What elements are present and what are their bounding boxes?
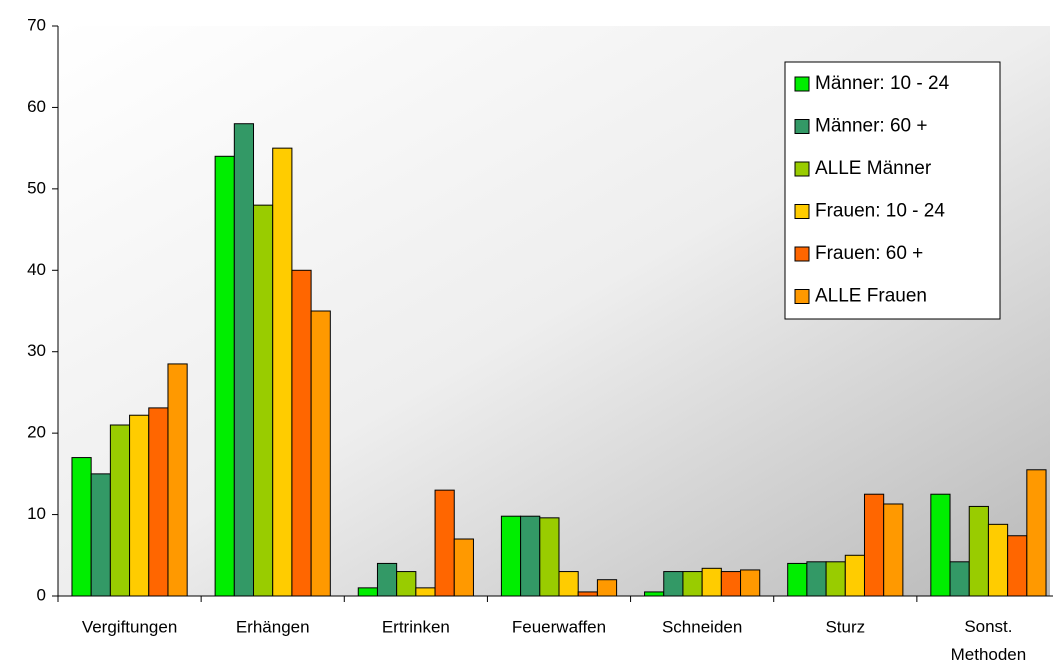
y-tick-label: 30 [27,341,46,360]
bar [883,503,904,597]
bar [357,587,378,597]
legend-swatch [794,289,810,304]
bar [930,493,951,597]
bar [214,155,235,597]
bar [787,562,808,597]
bar [740,569,761,597]
legend-box [784,61,1001,320]
legend-swatch [794,76,810,92]
bar [863,493,885,597]
x-tick-label: Sonst. Methoden [951,617,1027,664]
x-tick-label: Feuerwaffen [512,617,606,636]
bar [376,562,398,597]
bar [253,204,274,597]
legend-label: Frauen: 10 - 24 [815,201,945,222]
legend-label: ALLE Männer [815,158,932,179]
bar [720,571,742,597]
legend-label: ALLE Frauen [815,286,927,307]
bar [949,561,970,597]
x-tick-label: Vergiftungen [82,617,177,636]
legend-swatch [794,119,810,134]
y-tick-label: 20 [27,423,46,442]
bar [396,571,417,597]
bar [109,424,131,597]
bar [129,414,150,597]
x-tick-label: Ertrinken [382,617,450,636]
bar [596,579,618,597]
legend-swatch [794,246,810,262]
bar [233,123,255,597]
bar [539,517,560,597]
bar [577,591,598,597]
bar [272,147,293,597]
bar [1026,469,1047,597]
y-tick-label: 50 [27,178,46,197]
bar [968,505,989,597]
bar [520,515,541,597]
bar [825,561,846,597]
bar [806,561,827,597]
bar [1007,535,1028,597]
bar [453,538,474,597]
bar [500,515,522,597]
bar [663,571,684,597]
x-tick-label: Schneiden [662,617,742,636]
x-tick-label: Sturz [825,617,865,636]
bar [71,457,92,597]
legend-swatch [794,161,810,177]
bar [415,587,436,597]
bar [291,269,312,597]
y-tick-label: 60 [27,97,46,116]
legend-label: Männer: 10 - 24 [815,73,950,94]
y-tick-label: 10 [27,504,46,523]
x-tick-label: Erhängen [236,617,310,636]
y-tick-label: 0 [37,585,46,604]
bar [310,310,331,597]
bar [167,363,188,597]
legend-label: Frauen: 60 + [815,243,923,264]
bar [148,407,169,597]
bar [844,554,865,597]
y-tick-label: 70 [27,15,46,34]
bar [701,567,722,597]
bar [90,473,111,597]
bar [558,571,579,597]
bar [644,591,665,597]
bar [682,571,703,597]
bar [987,523,1009,597]
bar [434,489,455,597]
legend-label: Männer: 60 + [815,116,928,137]
y-tick-label: 40 [27,260,46,279]
legend-swatch [794,204,810,219]
